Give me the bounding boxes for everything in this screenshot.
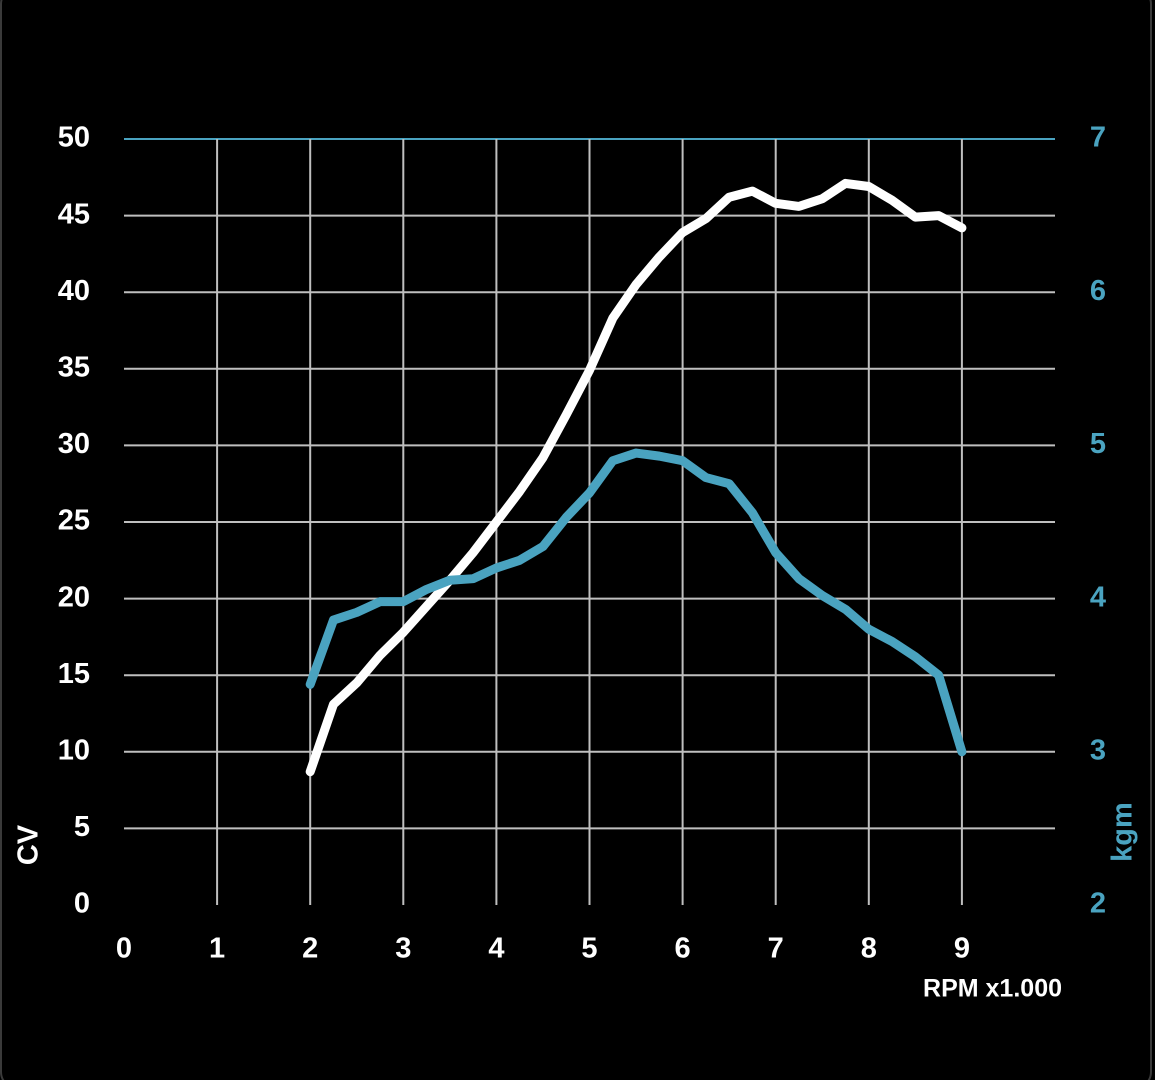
x-tick-label: 0: [116, 933, 132, 965]
y-tick-label: 10: [58, 734, 90, 766]
y2-tick-label: 5: [1090, 428, 1106, 460]
y-tick-label: 5: [74, 811, 90, 843]
x-tick-label: 9: [954, 933, 970, 965]
x-tick-label: 7: [768, 933, 784, 965]
y2-tick-label: 4: [1090, 581, 1106, 613]
x-axis-label: RPM x1.000: [923, 975, 1062, 1003]
data-line: [305, 178, 967, 777]
data-line: [305, 448, 967, 757]
y2-axis-label: kgm: [1107, 802, 1139, 862]
x-tick-label: 1: [209, 933, 225, 965]
x-tick-label: 4: [488, 933, 504, 965]
y-tick-label: 20: [58, 581, 90, 613]
x-tick-label: 5: [581, 933, 597, 965]
x-tick-label: 2: [302, 933, 318, 965]
y-tick-label: 50: [58, 122, 90, 154]
x-tick-label: 8: [861, 933, 877, 965]
y2-tick-label: 7: [1090, 122, 1106, 154]
y-tick-label: 45: [58, 198, 90, 230]
y-tick-label: 35: [58, 351, 90, 383]
y-axis-label: CV: [13, 824, 45, 865]
y-tick-label: 40: [58, 275, 90, 307]
y2-tick-label: 3: [1090, 734, 1106, 766]
x-tick-label: 3: [395, 933, 411, 965]
y2-tick-label: 2: [1090, 888, 1106, 920]
y-tick-label: 25: [58, 505, 90, 537]
y-tick-label: 15: [58, 658, 90, 690]
x-tick-label: 6: [675, 933, 691, 965]
y-tick-label: 30: [58, 428, 90, 460]
y-tick-label: 0: [74, 888, 90, 920]
y2-tick-label: 6: [1090, 275, 1106, 307]
